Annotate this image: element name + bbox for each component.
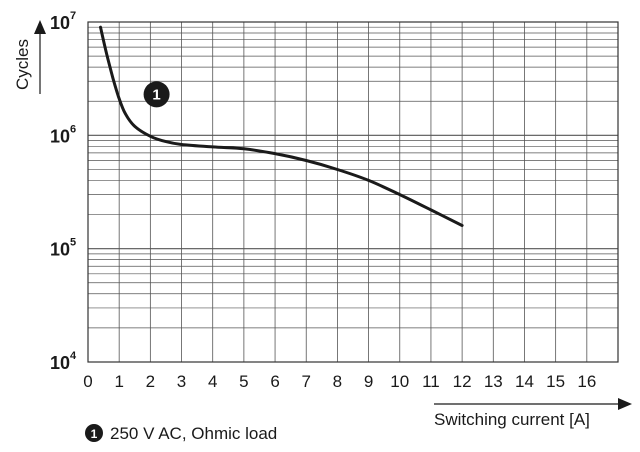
y-tick-exponent: 7 [70,10,76,22]
y-axis-label: Cycles [13,39,32,90]
y-axis-arrow-head [34,20,46,34]
x-tick-label: 11 [422,372,440,391]
x-tick-label: 8 [333,372,342,391]
x-tick-label: 13 [484,372,503,391]
x-tick-label: 14 [515,372,534,391]
y-tick-exponent: 4 [70,350,77,362]
series-line [99,25,464,227]
y-tick-label: 10 [50,353,70,373]
x-tick-label: 12 [453,372,472,391]
plot-frame [87,21,619,363]
x-tick-label: 4 [208,372,217,391]
x-tick-label: 2 [146,372,155,391]
callout-marker: 1 [143,81,170,108]
x-tick-label: 10 [390,372,409,391]
x-tick-label: 5 [239,372,248,391]
y-tick-label: 10 [50,13,70,33]
x-tick-label: 3 [177,372,186,391]
legend-text: 250 V AC, Ohmic load [110,424,277,443]
x-axis-arrow-head [618,398,632,410]
y-tick-exponent: 5 [70,237,76,249]
x-tick-label: 0 [83,372,92,391]
x-tick-label: 15 [546,372,565,391]
callout-circle [143,81,170,108]
x-tick-label: 6 [270,372,279,391]
series-layer [99,25,464,227]
x-tick-label: 16 [577,372,596,391]
y-tick-label: 10 [50,240,70,260]
y-tick-label: 10 [50,126,70,146]
y-tick-exponent: 6 [70,123,76,135]
legend: 1 250 V AC, Ohmic load [85,424,277,443]
legend-marker-label: 1 [91,427,98,441]
grid [87,21,619,363]
axes [34,20,632,410]
x-tick-label: 7 [302,372,311,391]
x-tick-label: 1 [114,372,123,391]
callout-label: 1 [152,86,160,103]
x-tick-label: 9 [364,372,373,391]
x-axis-label: Switching current [A] [434,410,590,429]
legend-marker-circle [85,424,103,442]
